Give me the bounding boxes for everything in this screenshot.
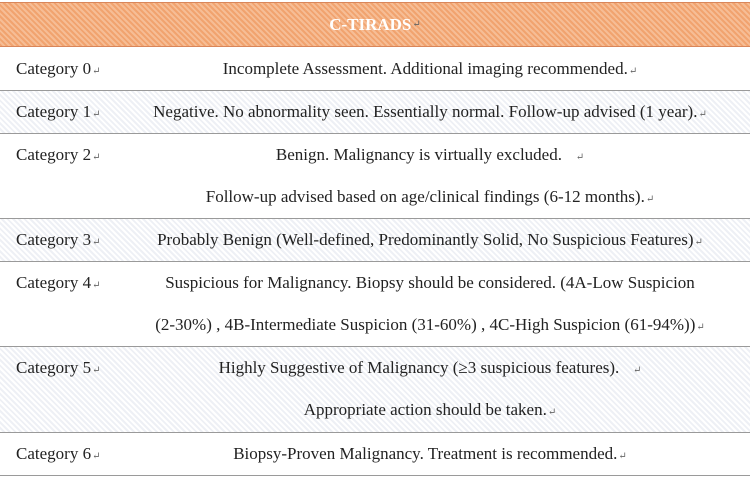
category-label: Category 6 <box>16 444 92 463</box>
table-row: Category 0↵ Incomplete Assessment. Addit… <box>0 48 750 91</box>
paragraph-mark-icon: ↵ <box>92 109 101 120</box>
paragraph-mark-icon: ↵ <box>698 109 707 120</box>
description-text: Follow-up advised based on age/clinical … <box>205 187 645 206</box>
category-label: Category 5 <box>16 358 92 377</box>
paragraph-mark-icon: ↵ <box>628 66 638 77</box>
description-text: Benign. Malignancy is virtually excluded… <box>275 145 562 164</box>
paragraph-mark-icon: ↵ <box>696 322 705 333</box>
table-row: Category 2↵ Benign. Malignancy is virtua… <box>0 134 750 219</box>
paragraph-mark-icon: ↵ <box>618 451 627 462</box>
description-text: Appropriate action should be taken. <box>303 400 547 419</box>
category-label: Category 1 <box>16 102 92 121</box>
description-text: Incomplete Assessment. Additional imagin… <box>222 59 628 78</box>
table-row: Category 5↵ Highly Suggestive of Maligna… <box>0 347 750 433</box>
table-row: Category 3↵ Probably Benign (Well-define… <box>0 219 750 262</box>
category-label: Category 3 <box>16 230 92 249</box>
description-text: (2-30%) , 4B-Intermediate Suspicion (31-… <box>155 315 696 334</box>
category-label: Category 0 <box>16 59 92 78</box>
description-text: Negative. No abnormality seen. Essential… <box>153 102 698 121</box>
category-label: Category 2 <box>16 145 92 164</box>
table-row: Category 4↵ Suspicious for Malignancy. B… <box>0 262 750 347</box>
paragraph-mark-icon: ↵ <box>645 194 655 205</box>
paragraph-mark-icon: ↵ <box>92 66 101 77</box>
paragraph-mark-icon: ↵ <box>92 280 101 291</box>
paragraph-mark-icon: ↵ <box>92 365 101 376</box>
paragraph-mark-icon: ↵ <box>412 19 421 30</box>
paragraph-mark-icon: ↵ <box>575 152 585 163</box>
category-label: Category 4 <box>16 273 92 292</box>
paragraph-mark-icon: ↵ <box>694 237 703 248</box>
description-text: Probably Benign (Well-defined, Predomina… <box>157 230 694 249</box>
paragraph-mark-icon: ↵ <box>92 152 101 163</box>
description-text: Highly Suggestive of Malignancy (≥3 susp… <box>218 358 620 377</box>
table-title: C-TIRADS <box>329 14 412 34</box>
table-header: C-TIRADS ↵ <box>0 2 750 47</box>
paragraph-mark-icon: ↵ <box>633 365 642 376</box>
table-row: Category 6↵ Biopsy-Proven Malignancy. Tr… <box>0 433 750 476</box>
paragraph-mark-icon: ↵ <box>547 407 557 418</box>
paragraph-mark-icon: ↵ <box>92 237 101 248</box>
description-text: Suspicious for Malignancy. Biopsy should… <box>165 273 695 292</box>
description-text: Biopsy-Proven Malignancy. Treatment is r… <box>233 444 618 463</box>
paragraph-mark-icon: ↵ <box>92 451 101 462</box>
table-row: Category 1↵ Negative. No abnormality see… <box>0 91 750 134</box>
